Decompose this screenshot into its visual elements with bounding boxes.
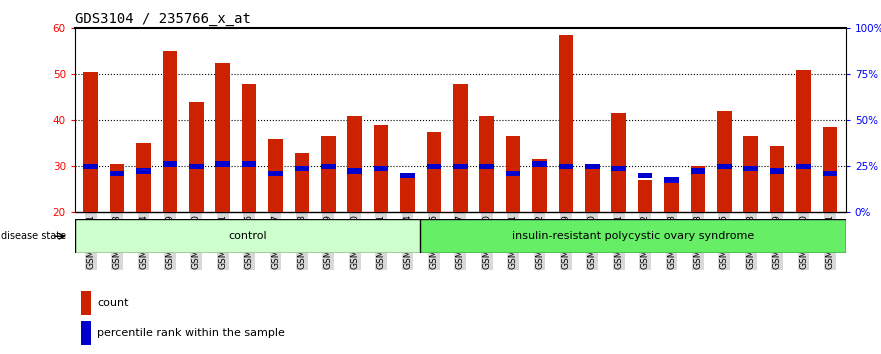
Bar [638,180,653,212]
Bar [823,127,837,212]
Bar [532,159,547,212]
Bar [216,63,230,212]
Bar [664,177,678,183]
Bar [532,161,547,167]
Text: count: count [97,298,129,308]
Bar [268,139,283,212]
Bar [770,146,784,212]
Bar [506,136,521,212]
Bar [268,171,283,176]
Bar [691,166,705,212]
Bar [189,164,204,169]
Bar [744,136,758,212]
Bar [242,84,256,212]
Bar [294,166,309,171]
Bar [400,173,415,212]
Bar [691,168,705,174]
Bar [347,168,362,174]
Bar [611,113,626,212]
Bar [420,219,846,253]
Bar [479,116,494,212]
Bar [242,161,256,167]
Bar [374,166,389,171]
Bar [137,143,151,212]
Bar [744,166,758,171]
Bar [400,173,415,178]
Bar [374,125,389,212]
Bar [137,168,151,174]
Bar [770,168,784,174]
Bar [426,164,441,169]
Text: GDS3104 / 235766_x_at: GDS3104 / 235766_x_at [75,12,251,26]
Bar [110,164,124,212]
Bar [585,166,600,212]
Bar [216,161,230,167]
Text: insulin-resistant polycystic ovary syndrome: insulin-resistant polycystic ovary syndr… [512,231,754,241]
Bar [84,72,98,212]
Bar [84,164,98,169]
Bar [823,171,837,176]
Bar [506,171,521,176]
Bar [453,164,468,169]
Bar [163,161,177,167]
Bar [81,321,91,346]
Bar [796,70,811,212]
Bar [796,164,811,169]
Bar [638,173,653,178]
Bar [664,180,678,212]
Bar [81,291,91,315]
Bar [75,219,420,253]
Bar [611,166,626,171]
Text: disease state: disease state [2,231,67,241]
Bar [294,153,309,212]
Bar [189,102,204,212]
Bar [559,164,574,169]
Bar [163,51,177,212]
Bar [717,111,731,212]
Bar [110,171,124,176]
Bar [321,164,336,169]
Bar [585,164,600,169]
Text: control: control [228,231,267,241]
Bar [717,164,731,169]
Bar [559,35,574,212]
Bar [453,84,468,212]
Bar [347,116,362,212]
Bar [321,136,336,212]
Bar [426,132,441,212]
Text: percentile rank within the sample: percentile rank within the sample [97,328,285,338]
Bar [479,164,494,169]
